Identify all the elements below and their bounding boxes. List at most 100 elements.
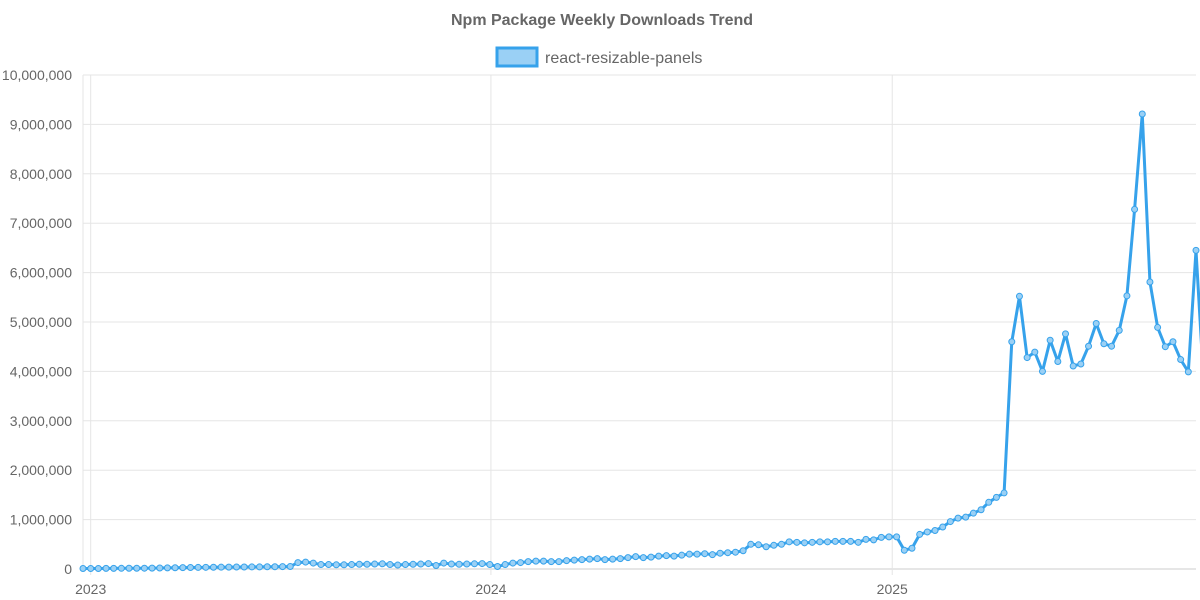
data-point [563,557,571,565]
y-tick-label: 0 [64,561,72,577]
data-point [716,549,724,557]
data-point [125,564,133,572]
data-point [478,560,486,568]
data-point [440,559,448,567]
data-point [501,561,509,569]
data-point [186,564,194,572]
y-tick-label: 3,000,000 [10,413,72,429]
y-tick-label: 9,000,000 [10,116,72,132]
data-point [248,563,256,571]
data-point [540,557,548,565]
data-point [1023,354,1031,362]
legend: react-resizable-panels [495,46,702,68]
data-point [371,560,379,568]
data-point [1054,358,1062,366]
data-point [555,558,563,566]
data-point [1177,356,1185,364]
data-point [286,563,294,571]
data-point [401,561,409,569]
data-point [1154,323,1162,331]
data-point [1115,326,1123,334]
legend-swatch [495,46,539,68]
data-point [432,562,440,570]
data-point [877,533,885,541]
x-tick-label: 2023 [75,581,106,597]
data-point [862,535,870,543]
data-point [962,513,970,521]
data-point [847,537,855,545]
data-point [163,564,171,572]
data-point [808,538,816,546]
data-point [494,563,501,571]
data-point [624,554,632,562]
data-point [1100,340,1108,348]
data-point [348,561,356,569]
data-point [939,523,947,531]
data-point [117,564,125,572]
y-tick-label: 1,000,000 [10,512,72,528]
data-point [340,561,348,569]
data-point [294,559,302,567]
data-point [885,533,893,541]
data-point [1046,336,1054,344]
data-point [992,493,1000,501]
y-tick-label: 7,000,000 [10,215,72,231]
data-point [263,563,271,571]
data-point [486,561,494,569]
data-point [1000,489,1008,497]
data-point [616,555,624,563]
data-point [110,564,118,572]
data-point [378,560,386,568]
data-point [985,498,993,506]
data-point [133,564,141,572]
data-point [279,563,287,571]
data-point [770,541,778,549]
data-point [1062,330,1070,338]
data-point [202,563,210,571]
data-point [931,526,939,534]
y-tick-label: 2,000,000 [10,462,72,478]
chart-title: Npm Package Weekly Downloads Trend [451,12,753,29]
data-point [870,536,878,544]
data-point [1161,343,1169,351]
data-point [854,538,862,546]
data-point [793,538,801,546]
data-point [524,558,532,566]
data-point [801,539,809,547]
data-point [1085,342,1093,350]
data-point [609,555,617,563]
data-point [977,506,985,514]
data-point [923,528,931,536]
data-point [240,563,248,571]
data-point [739,547,747,555]
data-point [1146,278,1154,286]
data-point [900,546,908,554]
data-point [678,551,686,559]
data-point [1069,362,1077,370]
data-point [386,561,394,569]
data-point [447,560,455,568]
y-tick-label: 10,000,000 [2,67,72,83]
data-point [593,555,601,563]
data-point [570,556,578,564]
data-point [1015,292,1023,300]
data-point [1077,360,1085,368]
data-point [532,557,540,565]
data-point [1131,205,1139,213]
data-point [1123,292,1131,300]
y-tick-label: 8,000,000 [10,166,72,182]
data-point [954,514,962,522]
data-point [547,558,555,566]
data-point [908,544,916,552]
data-point [209,563,217,571]
data-point [1092,319,1100,327]
grid [82,74,1196,575]
data-point [731,548,739,556]
data-point [94,565,102,573]
data-point [1031,348,1039,356]
data-point [685,550,693,558]
data-point [1138,110,1146,118]
data-point [701,550,709,558]
data-point [1008,338,1016,346]
